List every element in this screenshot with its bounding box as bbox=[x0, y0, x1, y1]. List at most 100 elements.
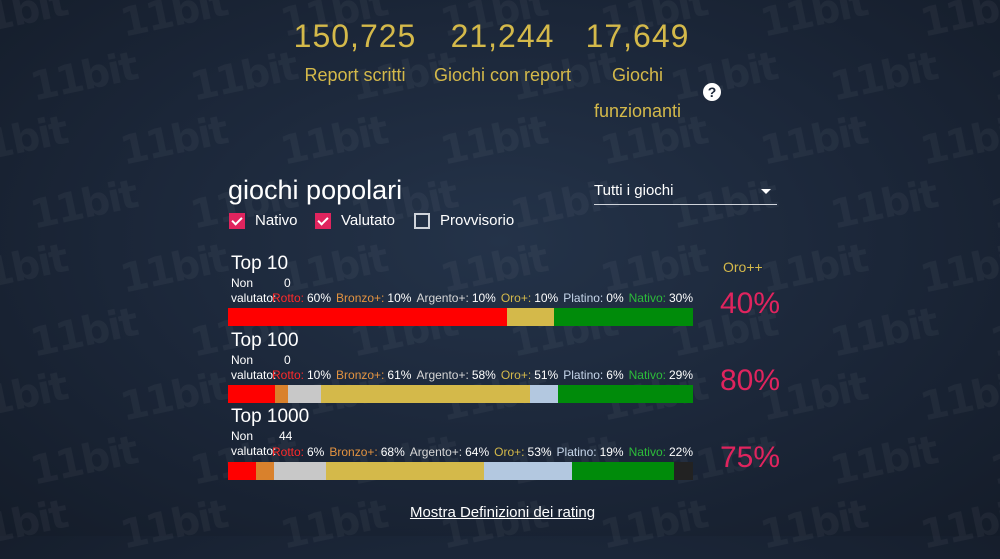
breakdown-value: 58% bbox=[471, 368, 496, 382]
non-valutato-label: Non valutato: bbox=[231, 429, 277, 458]
checkbox-provvisorio[interactable] bbox=[414, 212, 430, 229]
games-filter-select[interactable]: Tutti i giochi bbox=[594, 176, 777, 205]
non-valutato-label: Non valutato: bbox=[231, 353, 277, 382]
breakdown-value: 6% bbox=[606, 368, 624, 382]
breakdown-value: 51% bbox=[534, 368, 559, 382]
watermark-tile: 11bit bbox=[0, 491, 71, 558]
breakdown-value: 22% bbox=[668, 445, 693, 459]
bar-segment-oro bbox=[320, 385, 531, 403]
watermark-tile: 11bit bbox=[916, 0, 1000, 47]
watermark-tile: 11bit bbox=[116, 491, 230, 558]
breakdown-label: Oro+: bbox=[500, 368, 532, 382]
bar-segment-nativo bbox=[558, 385, 693, 403]
stat-games-with-reports: 21,244 Giochi con report bbox=[430, 18, 575, 93]
watermark-tile: 11bit bbox=[986, 43, 1000, 110]
breakdown-value: 10% bbox=[307, 368, 332, 382]
breakdown-item: Oro+: 51% bbox=[501, 368, 558, 382]
rating-definitions-link[interactable]: Mostra Definizioni dei rating bbox=[409, 504, 596, 521]
watermark-tile: 11bit bbox=[916, 107, 1000, 174]
breakdown-item: Nativo: 29% bbox=[629, 368, 693, 382]
watermark-tile: 11bit bbox=[346, 427, 460, 494]
breakdown-value: 10% bbox=[471, 291, 496, 305]
breakdown-label: Platino: bbox=[556, 445, 597, 459]
stat-working-games: 17,649 Giochi funzionanti bbox=[585, 18, 690, 129]
filter-valutato[interactable]: Valutato bbox=[315, 212, 395, 229]
watermark-tile: 11bit bbox=[986, 299, 1000, 366]
checkbox-valutato[interactable] bbox=[315, 212, 331, 229]
watermark-tile: 11bit bbox=[116, 363, 230, 430]
breakdown-item: Rotto: 60% bbox=[272, 291, 331, 305]
breakdown-label: Bronzo+: bbox=[329, 445, 378, 459]
watermark-tile: 11bit bbox=[0, 235, 71, 302]
breakdown-label: Nativo: bbox=[628, 368, 666, 382]
filter-provvisorio[interactable]: Provvisorio bbox=[414, 212, 514, 229]
bar-segment-bronzo bbox=[255, 462, 275, 480]
breakdown-item: Oro+: 53% bbox=[494, 445, 551, 459]
stat-working-games-value: 17,649 bbox=[585, 18, 690, 54]
watermark-tile: 11bit bbox=[826, 171, 940, 238]
breakdown-label: Oro+: bbox=[494, 445, 525, 459]
watermark-tile: 11bit bbox=[986, 171, 1000, 238]
rating-breakdown: Rotto: 60% Bronzo+: 10% Argento+: 10% Oro+: 10%… bbox=[267, 291, 693, 305]
breakdown-label: Argento+: bbox=[416, 368, 469, 382]
breakdown-item: Argento+: 10% bbox=[416, 291, 495, 305]
watermark-tile: 11bit bbox=[276, 107, 390, 174]
rating-breakdown: Rotto: 6% Bronzo+: 68% Argento+: 64% Oro+: 53% P… bbox=[267, 445, 693, 459]
breakdown-item: Bronzo+: 68% bbox=[329, 445, 404, 459]
breakdown-label: Argento+: bbox=[409, 445, 463, 459]
breakdown-value: 61% bbox=[387, 368, 412, 382]
watermark-tile: 11bit bbox=[916, 363, 1000, 430]
stat-reports-label: Report scritti bbox=[304, 65, 406, 85]
section-title-top1000: Top 1000 bbox=[231, 406, 310, 427]
stat-reports: 150,725 Report scritti bbox=[290, 18, 420, 93]
stat-games-with-reports-value: 21,244 bbox=[450, 18, 555, 54]
breakdown-label: Rotto: bbox=[271, 291, 304, 305]
non-valutato-value: 0 bbox=[284, 353, 291, 367]
breakdown-label: Nativo: bbox=[628, 445, 666, 459]
checkbox-nativo[interactable] bbox=[229, 212, 245, 229]
watermark-tile: 11bit bbox=[986, 427, 1000, 494]
non-valutato-value: 0 bbox=[284, 276, 291, 290]
watermark-tile: 11bit bbox=[0, 0, 71, 47]
filter-nativo[interactable]: Nativo bbox=[229, 212, 298, 229]
breakdown-item: Argento+: 64% bbox=[410, 445, 489, 459]
section-percent: 40% bbox=[720, 287, 781, 320]
breakdown-label: Rotto: bbox=[271, 445, 304, 459]
breakdown-label: Argento+: bbox=[416, 291, 469, 305]
bar-segment-argento bbox=[288, 385, 321, 403]
breakdown-label: Nativo: bbox=[628, 291, 666, 305]
watermark-tile: 11bit bbox=[506, 427, 620, 494]
breakdown-value: 68% bbox=[380, 445, 405, 459]
breakdown-value: 64% bbox=[465, 445, 490, 459]
breakdown-item: Platino: 0% bbox=[563, 291, 623, 305]
bar-segment-non-valutato bbox=[674, 462, 693, 480]
watermark-tile: 11bit bbox=[596, 491, 710, 558]
rating-breakdown: Rotto: 10% Bronzo+: 61% Argento+: 58% Oro+: 51%… bbox=[267, 368, 693, 382]
watermark-tile: 11bit bbox=[26, 427, 140, 494]
filter-provvisorio-label: Provvisorio bbox=[440, 212, 515, 229]
breakdown-value: 29% bbox=[668, 368, 693, 382]
watermark-tile: 11bit bbox=[756, 107, 870, 174]
watermark-tile: 11bit bbox=[26, 299, 140, 366]
watermark-tile: 11bit bbox=[916, 235, 1000, 302]
bar-segment-oro bbox=[507, 308, 554, 326]
stat-working-games-label: Giochi funzionanti bbox=[593, 65, 682, 121]
watermark-tile: 11bit bbox=[436, 491, 550, 558]
watermark-tile: 11bit bbox=[826, 299, 940, 366]
breakdown-item: Platino: 6% bbox=[563, 368, 623, 382]
watermark-tile: 11bit bbox=[26, 171, 140, 238]
filter-nativo-label: Nativo bbox=[255, 212, 298, 229]
bar-segment-rotto bbox=[228, 385, 275, 403]
help-icon[interactable]: ? bbox=[703, 83, 721, 101]
section-title-top10: Top 10 bbox=[231, 253, 289, 274]
watermark-tile: 11bit bbox=[276, 491, 390, 558]
breakdown-item: Nativo: 22% bbox=[629, 445, 693, 459]
breakdown-label: Oro+: bbox=[500, 291, 532, 305]
breakdown-value: 53% bbox=[527, 445, 552, 459]
filter-valutato-label: Valutato bbox=[341, 212, 395, 229]
oro-plus-plus-label: Oro++ bbox=[723, 259, 763, 275]
watermark-tile: 11bit bbox=[186, 43, 300, 110]
breakdown-value: 0% bbox=[606, 291, 624, 305]
bar-segment-rotto bbox=[228, 308, 507, 326]
bar-segment-nativo bbox=[572, 462, 675, 480]
